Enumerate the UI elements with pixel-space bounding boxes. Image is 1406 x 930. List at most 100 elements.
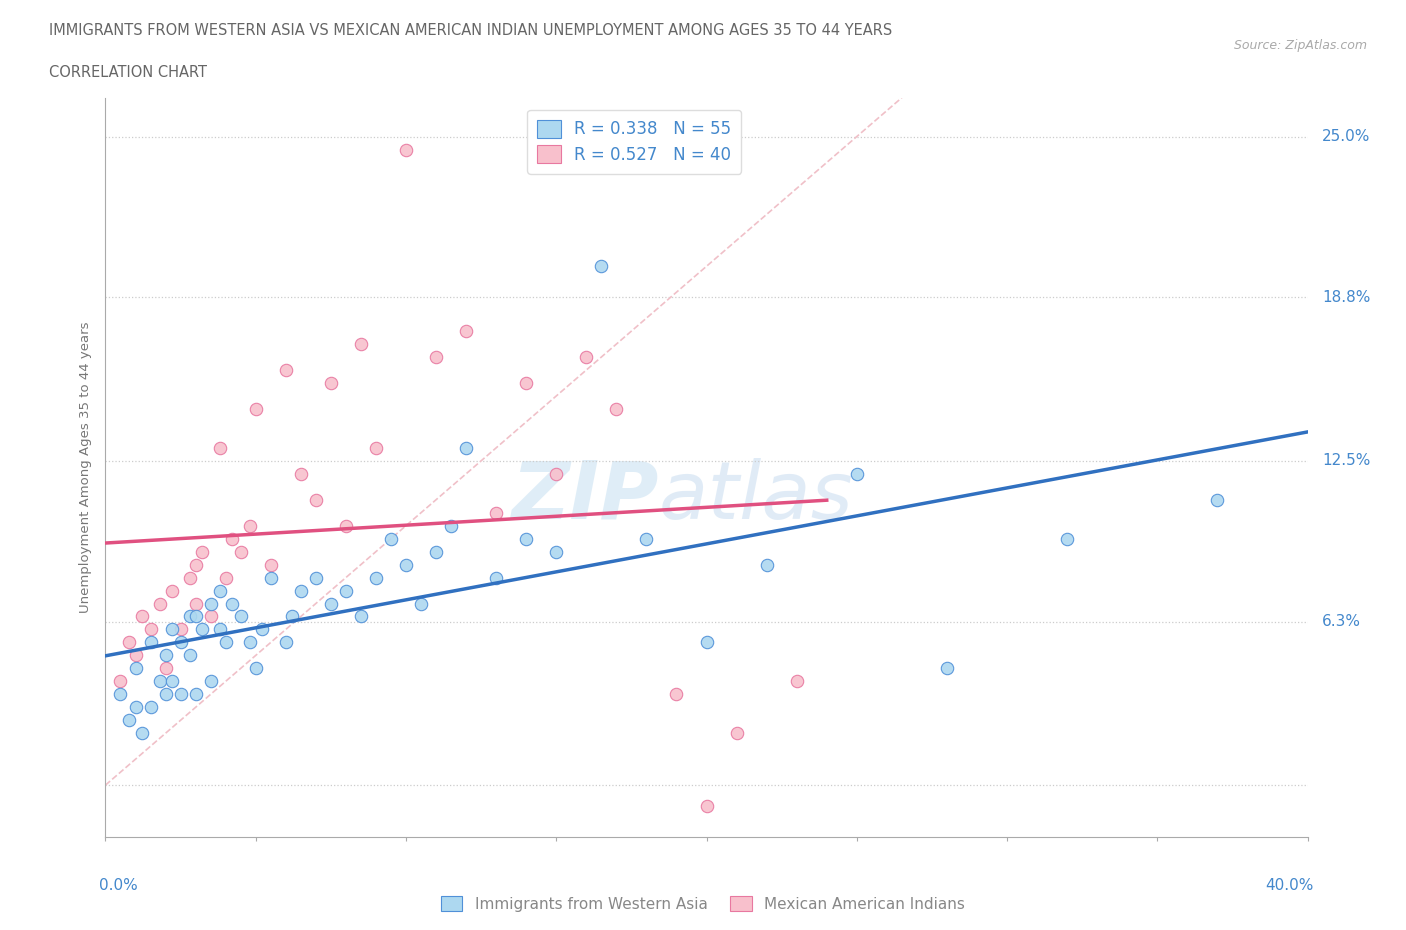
Point	[200, 609, 222, 624]
Point	[440, 518, 463, 533]
Point	[184, 596, 207, 611]
Point	[190, 544, 212, 559]
Point	[290, 466, 312, 481]
Text: atlas: atlas	[658, 458, 853, 536]
Point	[380, 531, 402, 546]
Point	[239, 635, 262, 650]
Point	[591, 259, 613, 273]
Point	[260, 557, 283, 572]
Point	[155, 687, 177, 702]
Point	[229, 544, 252, 559]
Point	[605, 402, 627, 417]
Point	[184, 687, 207, 702]
Point	[179, 609, 201, 624]
Legend: R = 0.338   N = 55, R = 0.527   N = 40: R = 0.338 N = 55, R = 0.527 N = 40	[527, 110, 741, 174]
Point	[1056, 531, 1078, 546]
Y-axis label: Unemployment Among Ages 35 to 44 years: Unemployment Among Ages 35 to 44 years	[79, 322, 93, 613]
Point	[364, 441, 387, 456]
Point	[221, 596, 243, 611]
Point	[124, 661, 146, 676]
Point	[395, 557, 418, 572]
Point	[636, 531, 658, 546]
Point	[350, 609, 373, 624]
Point	[755, 557, 778, 572]
Point	[200, 674, 222, 689]
Point	[110, 674, 132, 689]
Point	[260, 570, 283, 585]
Point	[139, 635, 162, 650]
Point	[124, 700, 146, 715]
Point	[786, 674, 808, 689]
Point	[139, 700, 162, 715]
Point	[274, 363, 297, 378]
Point	[845, 466, 868, 481]
Point	[148, 674, 170, 689]
Point	[281, 609, 304, 624]
Point	[454, 324, 477, 339]
Text: CORRELATION CHART: CORRELATION CHART	[49, 65, 207, 80]
Point	[546, 466, 568, 481]
Point	[214, 570, 236, 585]
Point	[190, 622, 212, 637]
Point	[184, 557, 207, 572]
Point	[319, 596, 342, 611]
Point	[1206, 492, 1229, 507]
Point	[454, 441, 477, 456]
Point	[290, 583, 312, 598]
Text: ZIP: ZIP	[510, 458, 658, 536]
Point	[546, 544, 568, 559]
Text: 18.8%: 18.8%	[1322, 290, 1371, 305]
Point	[725, 725, 748, 740]
Text: 12.5%: 12.5%	[1322, 453, 1371, 469]
Point	[696, 635, 718, 650]
Text: 40.0%: 40.0%	[1265, 878, 1313, 893]
Point	[485, 570, 508, 585]
Point	[200, 596, 222, 611]
Point	[155, 661, 177, 676]
Point	[485, 505, 508, 520]
Point	[214, 635, 236, 650]
Point	[179, 570, 201, 585]
Point	[364, 570, 387, 585]
Legend: Immigrants from Western Asia, Mexican American Indians: Immigrants from Western Asia, Mexican Am…	[434, 889, 972, 918]
Point	[305, 492, 328, 507]
Point	[221, 531, 243, 546]
Point	[131, 609, 153, 624]
Point	[350, 337, 373, 352]
Point	[160, 583, 183, 598]
Point	[169, 635, 191, 650]
Point	[169, 687, 191, 702]
Point	[184, 609, 207, 624]
Text: 6.3%: 6.3%	[1322, 614, 1361, 630]
Point	[124, 648, 146, 663]
Point	[139, 622, 162, 637]
Text: Source: ZipAtlas.com: Source: ZipAtlas.com	[1233, 39, 1367, 52]
Point	[160, 674, 183, 689]
Point	[335, 583, 357, 598]
Point	[245, 402, 267, 417]
Point	[305, 570, 328, 585]
Point	[245, 661, 267, 676]
Point	[250, 622, 273, 637]
Text: 25.0%: 25.0%	[1322, 129, 1371, 144]
Point	[425, 350, 447, 365]
Point	[118, 635, 141, 650]
Point	[665, 687, 688, 702]
Point	[409, 596, 432, 611]
Point	[395, 142, 418, 157]
Point	[335, 518, 357, 533]
Point	[179, 648, 201, 663]
Text: IMMIGRANTS FROM WESTERN ASIA VS MEXICAN AMERICAN INDIAN UNEMPLOYMENT AMONG AGES : IMMIGRANTS FROM WESTERN ASIA VS MEXICAN …	[49, 23, 893, 38]
Point	[239, 518, 262, 533]
Point	[208, 441, 231, 456]
Point	[131, 725, 153, 740]
Point	[936, 661, 959, 676]
Point	[515, 376, 537, 391]
Point	[696, 799, 718, 814]
Point	[118, 712, 141, 727]
Point	[148, 596, 170, 611]
Point	[110, 687, 132, 702]
Point	[169, 622, 191, 637]
Point	[155, 648, 177, 663]
Point	[319, 376, 342, 391]
